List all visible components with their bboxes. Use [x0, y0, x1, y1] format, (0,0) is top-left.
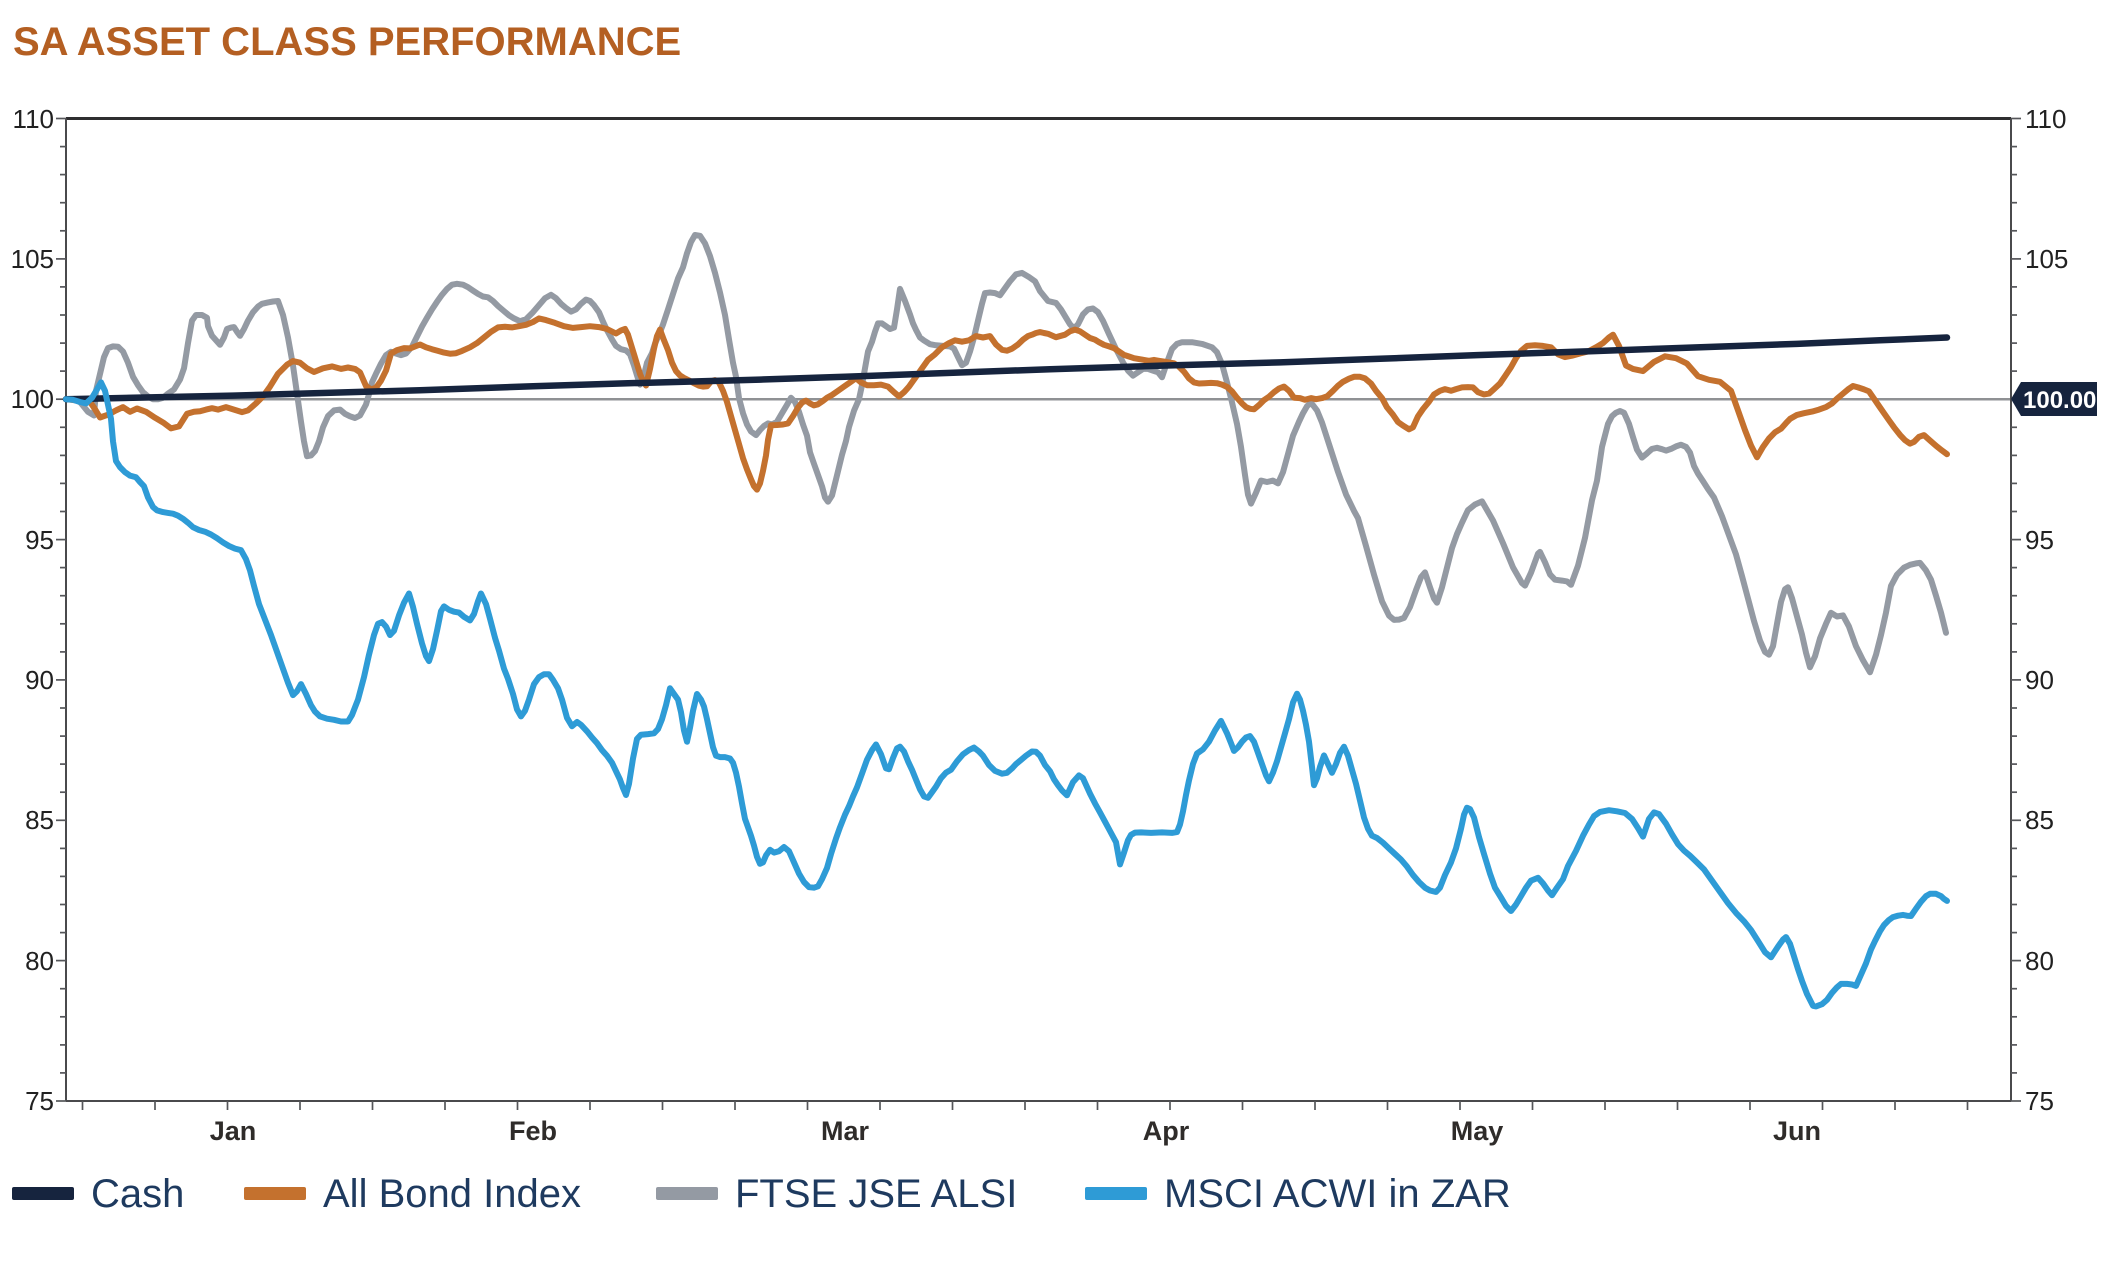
svg-text:80: 80 [25, 946, 54, 976]
svg-text:MSCI ACWI in ZAR: MSCI ACWI in ZAR [1164, 1172, 1511, 1216]
svg-text:FTSE JSE ALSI: FTSE JSE ALSI [735, 1172, 1017, 1216]
svg-text:Feb: Feb [509, 1116, 557, 1146]
svg-text:All Bond Index: All Bond Index [323, 1172, 581, 1216]
svg-text:Jun: Jun [1773, 1116, 1821, 1146]
svg-text:110: 110 [2025, 104, 2066, 134]
svg-text:95: 95 [25, 525, 54, 555]
svg-text:105: 105 [2025, 244, 2068, 274]
svg-text:Apr: Apr [1143, 1116, 1190, 1146]
svg-text:May: May [1451, 1116, 1504, 1146]
svg-text:SA ASSET CLASS PERFORMANCE: SA ASSET CLASS PERFORMANCE [13, 20, 681, 64]
svg-text:85: 85 [2025, 805, 2054, 835]
svg-text:105: 105 [11, 244, 54, 274]
svg-text:95: 95 [2025, 525, 2054, 555]
svg-text:90: 90 [25, 665, 54, 695]
svg-text:Cash: Cash [91, 1172, 184, 1216]
svg-text:85: 85 [25, 805, 54, 835]
svg-text:75: 75 [25, 1086, 54, 1116]
svg-text:90: 90 [2025, 665, 2054, 695]
svg-text:80: 80 [2025, 946, 2054, 976]
svg-text:110: 110 [13, 104, 54, 134]
svg-text:75: 75 [2025, 1086, 2054, 1116]
svg-text:100: 100 [11, 384, 54, 414]
svg-text:Jan: Jan [210, 1116, 257, 1146]
svg-text:100.00: 100.00 [2023, 387, 2096, 414]
svg-text:Mar: Mar [821, 1116, 870, 1146]
